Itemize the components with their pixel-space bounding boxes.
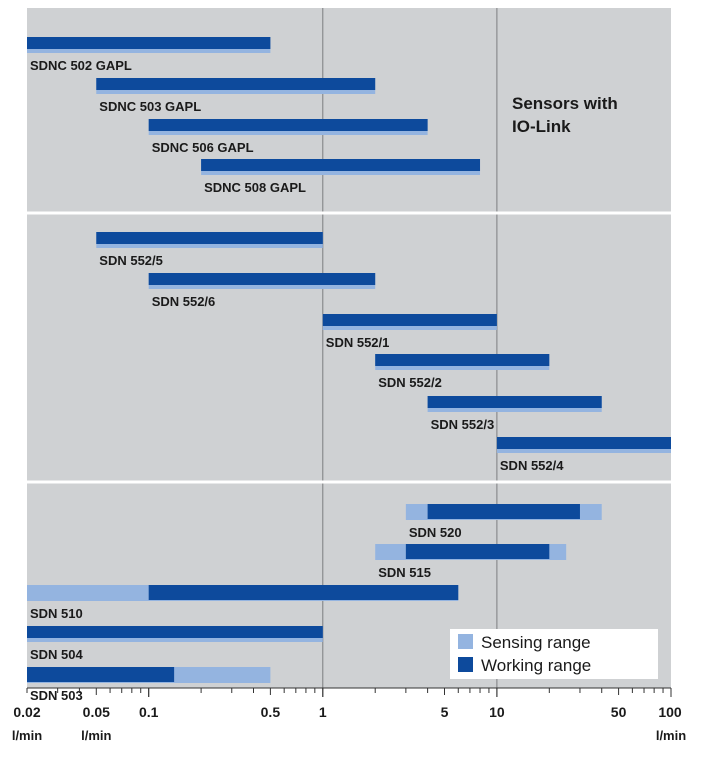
bar-label: SDNC 506 GAPL: [152, 140, 254, 155]
bar-label: SDN 515: [378, 565, 431, 580]
bar-label: SDN 503: [30, 688, 83, 703]
x-tick-label: 10: [489, 704, 505, 720]
legend-swatch-sensing: [458, 634, 473, 649]
legend-swatch-working: [458, 657, 473, 672]
annotation: Sensors with IO-Link: [512, 94, 618, 136]
bar-working-2: [148, 585, 459, 600]
bar-working-2: [322, 314, 497, 326]
bar-working-0: [96, 232, 323, 244]
legend: Sensing range Working range: [450, 629, 658, 679]
bar-label: SDN 552/6: [152, 294, 216, 309]
x-tick-label: 0.5: [261, 704, 281, 720]
x-unit-label: l/min: [656, 728, 686, 743]
x-tick-label: 5: [441, 704, 449, 720]
bar-label: SDNC 508 GAPL: [204, 180, 306, 195]
bar-working-2: [148, 119, 428, 131]
x-tick-label: 0.05: [83, 704, 110, 720]
legend-label-sensing: Sensing range: [481, 633, 591, 652]
x-tick-label: 0.1: [139, 704, 159, 720]
annotation-line-2: IO-Link: [512, 117, 571, 136]
bar-working-0: [427, 504, 580, 519]
annotation-line-1: Sensors with: [512, 94, 618, 113]
bar-label: SDN 552/3: [431, 417, 495, 432]
range-bars: [27, 37, 671, 683]
bar-working-0: [27, 37, 271, 49]
x-axis-tick-labels: 0.02 0.05 0.1 0.5 1 5 10 50 100: [13, 704, 682, 720]
bar-label: SDN 552/5: [99, 253, 163, 268]
bar-working-1: [96, 78, 376, 90]
x-tick-label: 1: [319, 704, 327, 720]
bar-label: SDNC 503 GAPL: [99, 99, 201, 114]
bar-working-3: [27, 626, 323, 638]
bar-label: SDN 520: [409, 525, 462, 540]
legend-box: [450, 629, 658, 679]
legend-label-working: Working range: [481, 656, 591, 675]
bar-label: SDN 552/1: [326, 335, 390, 350]
bar-working-3: [201, 159, 481, 171]
x-tick-label: 0.02: [13, 704, 40, 720]
x-axis-ticks: [26, 688, 672, 697]
bar-working-4: [427, 396, 602, 408]
bar-label: SDN 510: [30, 606, 83, 621]
x-unit-label: l/min: [81, 728, 111, 743]
x-axis-unit-labels: l/min l/min l/min: [12, 728, 686, 743]
bar-labels: SDNC 502 GAPL SDNC 503 GAPL SDNC 506 GAPL S…: [30, 58, 564, 703]
x-tick-label: 50: [611, 704, 627, 720]
bar-label: SDN 552/4: [500, 458, 564, 473]
x-unit-label: l/min: [12, 728, 42, 743]
bar-working-1: [148, 273, 376, 285]
bar-label: SDN 504: [30, 647, 84, 662]
bar-working-1: [405, 544, 550, 559]
x-tick-label: 100: [658, 704, 682, 720]
bar-label: SDN 552/2: [378, 375, 442, 390]
bar-working-5: [496, 437, 671, 449]
bar-working-3: [375, 354, 550, 366]
group-separators: [27, 211, 671, 484]
bar-label: SDNC 502 GAPL: [30, 58, 132, 73]
bar-working-4: [27, 667, 175, 682]
